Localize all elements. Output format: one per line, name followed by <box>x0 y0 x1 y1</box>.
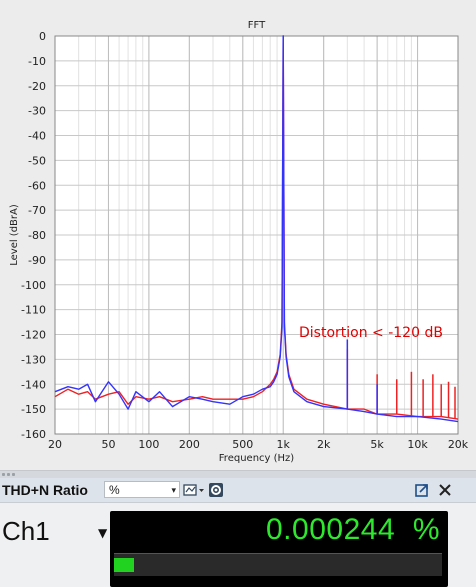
fft-chart: 0 -10 -20 -30 -40 -50 -60 -70 -80 -90 -100 -110 -120… <box>9 20 469 464</box>
panel-splitter[interactable] <box>0 470 476 479</box>
x-tick-label: 50 <box>101 438 115 451</box>
distortion-annotation: Distortion < -120 dB <box>299 325 443 341</box>
y-tick-label: -60 <box>28 179 46 192</box>
x-tick-label: 100 <box>138 438 159 451</box>
y-tick-label: 0 <box>39 30 46 43</box>
series-line <box>54 35 459 423</box>
gear-icon[interactable] <box>208 482 224 498</box>
x-axis-label: Frequency (Hz) <box>219 453 295 464</box>
thdn-meter-panel: THD+N Ratio % ▾ <box>0 478 476 587</box>
unit-select[interactable]: % ▾ <box>104 481 180 498</box>
y-tick-label: -80 <box>28 229 46 242</box>
meter-value: 0.000244 <box>266 513 396 546</box>
meter-value-unit: % <box>412 513 440 546</box>
x-tick-label: 5k <box>370 438 384 451</box>
display-options-icon[interactable] <box>183 482 205 498</box>
x-tick-label: 1k <box>277 438 291 451</box>
meter-header: THD+N Ratio % ▾ <box>0 478 476 503</box>
fft-panel: 0 -10 -20 -30 -40 -50 -60 -70 -80 -90 -100 -110 -120… <box>0 0 476 470</box>
splitter-grip-dot <box>7 473 10 476</box>
channel-dropdown-icon[interactable]: ▼ <box>98 526 108 540</box>
chart-title: FFT <box>248 20 266 31</box>
channel-label: Ch1 <box>2 516 50 546</box>
x-tick-label: 10k <box>407 438 428 451</box>
close-icon[interactable] <box>437 482 453 498</box>
y-tick-label: -30 <box>28 105 46 118</box>
x-tick-label: 20k <box>448 438 469 451</box>
chevron-down-icon: ▾ <box>171 485 176 495</box>
y-tick-label: -40 <box>28 130 46 143</box>
plot-border <box>54 35 459 435</box>
x-tick-label: 500 <box>232 438 253 451</box>
y-tick-label: -50 <box>28 154 46 167</box>
x-tick-label: 2k <box>317 438 331 451</box>
y-axis-label: Level (dBrA) <box>9 204 20 266</box>
level-bar-track <box>114 553 442 576</box>
meter-title: THD+N Ratio <box>2 482 88 498</box>
y-tick-label: -10 <box>28 55 46 68</box>
y-tick-label: -130 <box>21 353 46 366</box>
meter-display: 0.000244 % <box>110 511 448 587</box>
y-tick-label: -90 <box>28 254 46 267</box>
level-bar-fill <box>114 558 134 572</box>
y-tick-label: -140 <box>21 378 46 391</box>
meter-readout: 0.000244 % <box>266 513 440 547</box>
y-tick-label: -120 <box>21 329 46 342</box>
y-tick-label: -110 <box>21 304 46 317</box>
popout-icon[interactable] <box>414 482 430 498</box>
splitter-grip-dot <box>12 473 15 476</box>
x-tick-label: 20 <box>48 438 62 451</box>
splitter-grip-dot <box>2 473 5 476</box>
y-tick-label: -20 <box>28 80 46 93</box>
x-tick-label: 200 <box>179 438 200 451</box>
y-tick-label: -160 <box>21 428 46 441</box>
y-tick-label: -150 <box>21 403 46 416</box>
y-tick-label: -100 <box>21 279 46 292</box>
unit-select-value: % <box>109 483 120 497</box>
y-tick-label: -70 <box>28 204 46 217</box>
